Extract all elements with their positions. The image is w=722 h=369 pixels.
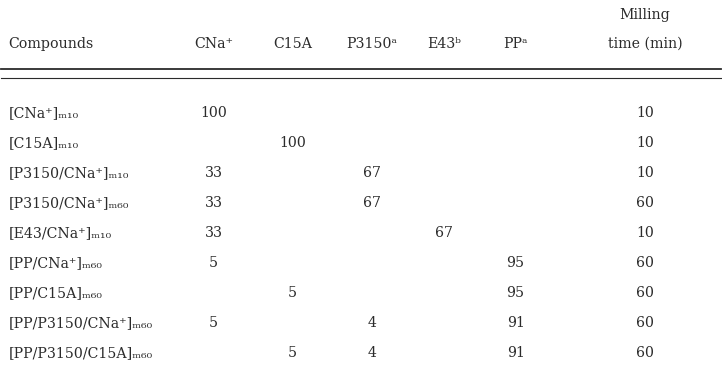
Text: P3150ᵃ: P3150ᵃ xyxy=(347,37,397,51)
Text: 67: 67 xyxy=(435,226,453,240)
Text: [P3150/CNa⁺]ₘ₆₀: [P3150/CNa⁺]ₘ₆₀ xyxy=(9,196,129,210)
Text: 60: 60 xyxy=(636,346,654,360)
Text: [PP/C15A]ₘ₆₀: [PP/C15A]ₘ₆₀ xyxy=(9,286,103,300)
Text: 60: 60 xyxy=(636,196,654,210)
Text: 5: 5 xyxy=(209,316,218,330)
Text: CNa⁺: CNa⁺ xyxy=(194,37,233,51)
Text: 10: 10 xyxy=(636,226,654,240)
Text: 100: 100 xyxy=(200,106,227,120)
Text: 100: 100 xyxy=(279,136,306,150)
Text: [CNa⁺]ₘ₁₀: [CNa⁺]ₘ₁₀ xyxy=(9,106,79,120)
Text: 95: 95 xyxy=(507,286,525,300)
Text: 60: 60 xyxy=(636,316,654,330)
Text: 33: 33 xyxy=(204,166,222,180)
Text: [E43/CNa⁺]ₘ₁₀: [E43/CNa⁺]ₘ₁₀ xyxy=(9,226,112,240)
Text: [PP/P3150/CNa⁺]ₘ₆₀: [PP/P3150/CNa⁺]ₘ₆₀ xyxy=(9,316,153,330)
Text: 95: 95 xyxy=(507,256,525,270)
Text: 4: 4 xyxy=(367,346,376,360)
Text: 10: 10 xyxy=(636,136,654,150)
Text: 5: 5 xyxy=(288,286,297,300)
Text: 5: 5 xyxy=(209,256,218,270)
Text: 10: 10 xyxy=(636,106,654,120)
Text: 67: 67 xyxy=(362,196,380,210)
Text: 33: 33 xyxy=(204,196,222,210)
Text: 91: 91 xyxy=(507,316,525,330)
Text: C15A: C15A xyxy=(273,37,312,51)
Text: PPᵃ: PPᵃ xyxy=(503,37,528,51)
Text: time (min): time (min) xyxy=(608,37,682,51)
Text: Compounds: Compounds xyxy=(9,37,94,51)
Text: 91: 91 xyxy=(507,346,525,360)
Text: E43ᵇ: E43ᵇ xyxy=(427,37,461,51)
Text: 60: 60 xyxy=(636,256,654,270)
Text: Milling: Milling xyxy=(619,7,671,21)
Text: 33: 33 xyxy=(204,226,222,240)
Text: [PP/CNa⁺]ₘ₆₀: [PP/CNa⁺]ₘ₆₀ xyxy=(9,256,103,270)
Text: 60: 60 xyxy=(636,286,654,300)
Text: 4: 4 xyxy=(367,316,376,330)
Text: 67: 67 xyxy=(362,166,380,180)
Text: 10: 10 xyxy=(636,166,654,180)
Text: [C15A]ₘ₁₀: [C15A]ₘ₁₀ xyxy=(9,136,79,150)
Text: [P3150/CNa⁺]ₘ₁₀: [P3150/CNa⁺]ₘ₁₀ xyxy=(9,166,129,180)
Text: [PP/P3150/C15A]ₘ₆₀: [PP/P3150/C15A]ₘ₆₀ xyxy=(9,346,153,360)
Text: 5: 5 xyxy=(288,346,297,360)
